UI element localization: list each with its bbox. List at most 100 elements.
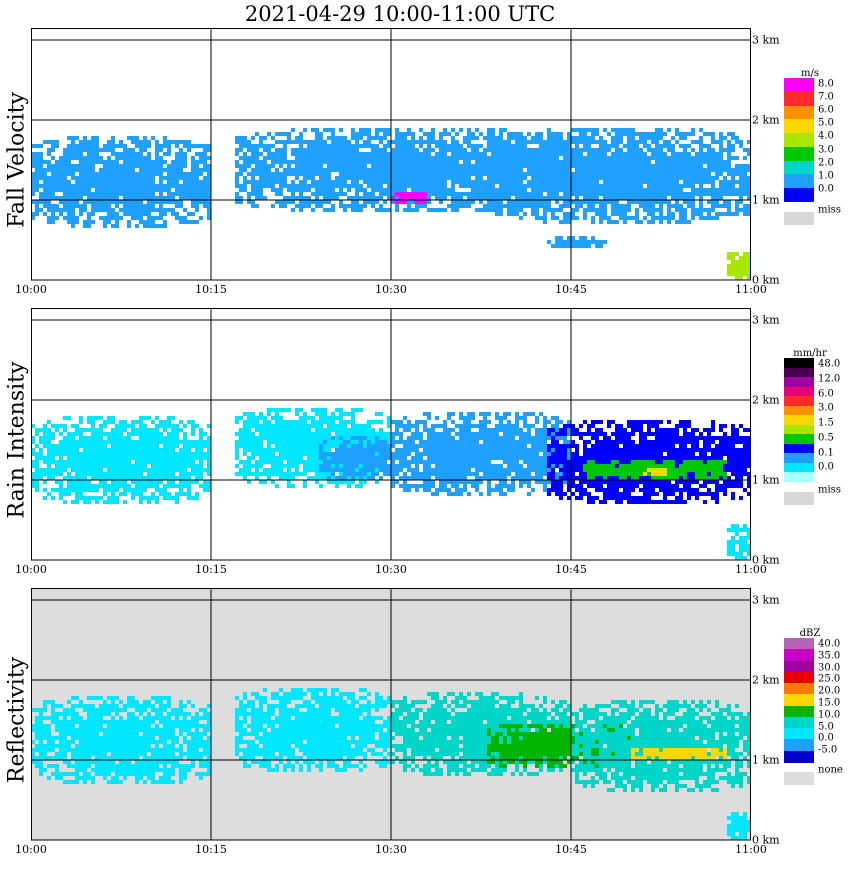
- x-tick-label: 10:45: [555, 843, 587, 856]
- legend-label: 0.0: [818, 462, 834, 473]
- x-tick-label: 10:30: [375, 283, 407, 296]
- legend-label: 0.0: [818, 733, 834, 744]
- reflectivity-plot: [0, 588, 760, 870]
- legend-label: 2.0: [818, 157, 834, 168]
- legend-swatch: [784, 739, 814, 751]
- x-tick-label: 10:15: [195, 563, 227, 576]
- legend-label: 6.0: [818, 388, 834, 399]
- legend-swatch: [784, 694, 814, 706]
- legend-missing-swatch: [784, 772, 814, 785]
- legend-label: 10.0: [818, 709, 840, 720]
- legend-label: 5.0: [818, 721, 834, 732]
- legend-swatch: [784, 188, 814, 202]
- x-tick-label: 10:00: [15, 843, 47, 856]
- legend-swatch: [784, 638, 814, 650]
- legend-missing-label: miss: [818, 485, 841, 496]
- legend-swatch: [784, 106, 814, 120]
- fall-velocity-echo-layer-5: [727, 252, 751, 280]
- height-tick-label: 1 km: [752, 194, 780, 207]
- legend-swatch: [784, 649, 814, 661]
- legend-label: 15.0: [818, 698, 840, 709]
- legend-label: 48.0: [818, 359, 840, 370]
- height-tick-label: 3 km: [752, 594, 780, 607]
- height-tick-label: 2 km: [752, 394, 780, 407]
- legend-swatch: [784, 472, 814, 482]
- legend-label: 7.0: [818, 92, 834, 103]
- legend-swatch: [784, 672, 814, 684]
- page-title: 2021-04-29 10:00-11:00 UTC: [0, 0, 800, 28]
- x-tick-label: 10:45: [555, 283, 587, 296]
- legend-swatch: [784, 661, 814, 673]
- height-tick-label: 1 km: [752, 754, 780, 767]
- x-tick-label: 10:00: [15, 563, 47, 576]
- legend-swatch: [784, 434, 814, 444]
- legend-swatch: [784, 415, 814, 425]
- x-tick-label: 10:45: [555, 563, 587, 576]
- legend-missing-swatch: [784, 212, 814, 225]
- legend-swatch: [784, 78, 814, 92]
- legend-swatch: [784, 425, 814, 435]
- legend-missing-swatch: [784, 492, 814, 505]
- legend-label: 6.0: [818, 105, 834, 116]
- legend-label: 35.0: [818, 650, 840, 661]
- height-tick-label: 0 km: [752, 554, 780, 567]
- legend-swatch: [784, 92, 814, 106]
- legend-label: 25.0: [818, 674, 840, 685]
- legend-swatch: [784, 147, 814, 161]
- legend-swatch: [784, 358, 814, 368]
- legend-label: 1.5: [818, 418, 834, 429]
- legend-swatch: [784, 683, 814, 695]
- legend-label: 1.0: [818, 170, 834, 181]
- height-tick-label: 2 km: [752, 114, 780, 127]
- legend-swatch: [784, 396, 814, 406]
- legend-label: 8.0: [818, 79, 834, 90]
- legend-swatch: [784, 406, 814, 416]
- legend-swatch: [784, 119, 814, 133]
- x-tick-label: 10:15: [195, 843, 227, 856]
- legend-label: 5.0: [818, 118, 834, 129]
- legend-label: -5.0: [818, 745, 837, 756]
- legend-swatch: [784, 728, 814, 740]
- legend-label: 20.0: [818, 686, 840, 697]
- legend-swatch: [784, 377, 814, 387]
- legend-label: 0.0: [818, 183, 834, 194]
- legend-swatch: [784, 174, 814, 188]
- rain-intensity-plot: [0, 308, 760, 590]
- x-tick-label: 10:30: [375, 563, 407, 576]
- legend-swatch: [784, 133, 814, 147]
- reflectivity-echo-layer-5: [631, 748, 727, 760]
- legend-label: 12.0: [818, 373, 840, 384]
- legend-swatch: [784, 463, 814, 473]
- legend-label: 3.0: [818, 403, 834, 414]
- height-tick-label: 3 km: [752, 314, 780, 327]
- legend-swatch: [784, 751, 814, 763]
- legend-label: 0.5: [818, 432, 834, 443]
- legend-swatch: [784, 387, 814, 397]
- legend-label: 40.0: [818, 639, 840, 650]
- legend-swatch: [784, 161, 814, 175]
- legend-swatch: [784, 368, 814, 378]
- legend-label: 30.0: [818, 662, 840, 673]
- legend-swatch: [784, 717, 814, 729]
- legend-missing-label: miss: [818, 205, 841, 216]
- x-tick-label: 10:00: [15, 283, 47, 296]
- height-tick-label: 0 km: [752, 274, 780, 287]
- legend-swatch: [784, 706, 814, 718]
- legend-swatch: [784, 444, 814, 454]
- x-tick-label: 10:15: [195, 283, 227, 296]
- legend-swatch: [784, 453, 814, 463]
- height-tick-label: 1 km: [752, 474, 780, 487]
- height-tick-label: 3 km: [752, 34, 780, 47]
- height-tick-label: 2 km: [752, 674, 780, 687]
- legend-label: 3.0: [818, 144, 834, 155]
- x-tick-label: 10:30: [375, 843, 407, 856]
- legend-label: 4.0: [818, 131, 834, 142]
- fall-velocity-plot: [0, 28, 760, 310]
- height-tick-label: 0 km: [752, 834, 780, 847]
